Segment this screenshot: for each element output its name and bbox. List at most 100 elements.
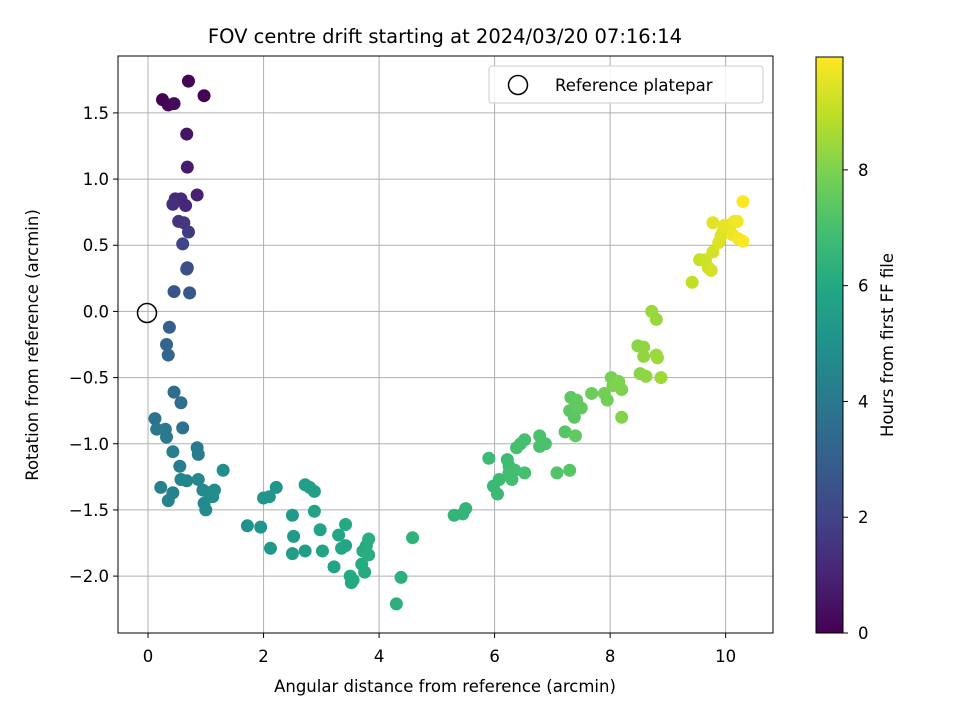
data-point — [262, 490, 276, 504]
colorbar-gradient — [815, 56, 844, 634]
data-point — [615, 382, 629, 396]
data-point — [706, 245, 720, 259]
data-point — [736, 195, 750, 209]
x-axis-label: Angular distance from reference (arcmin) — [274, 677, 616, 696]
data-point — [362, 532, 376, 546]
data-point — [518, 466, 532, 480]
data-point — [574, 401, 588, 415]
data-point — [199, 503, 213, 517]
data-point — [307, 484, 321, 498]
data-point — [492, 472, 506, 486]
data-point — [706, 216, 720, 230]
reference-platepar-marker — [136, 302, 158, 324]
legend: Reference platepar — [488, 65, 764, 104]
colorbar-tick-label: 8 — [858, 161, 869, 180]
data-point — [600, 393, 614, 407]
legend-marker-open-circle — [507, 74, 529, 96]
data-point — [162, 320, 176, 334]
data-point — [538, 437, 552, 451]
data-point — [730, 214, 744, 228]
y-axis-label: Rotation from reference (arcmin) — [23, 209, 42, 481]
data-point — [180, 127, 194, 141]
data-point — [176, 421, 190, 435]
data-point — [269, 480, 283, 494]
data-point — [207, 483, 221, 497]
data-point — [482, 451, 496, 465]
data-point — [191, 447, 205, 461]
y-tick-label: 1.0 — [83, 170, 109, 189]
legend-box — [488, 65, 764, 104]
colorbar: 0 2 4 6 8 Hours from first FF file — [815, 56, 897, 643]
data-point — [167, 97, 181, 111]
data-point — [216, 463, 230, 477]
data-point — [518, 433, 532, 447]
data-point — [167, 385, 181, 399]
data-point — [339, 517, 353, 531]
y-tick-label: 1.5 — [83, 104, 109, 123]
data-point — [285, 547, 299, 561]
data-point — [180, 160, 194, 174]
data-point — [285, 508, 299, 522]
data-point — [263, 541, 277, 555]
y-tick-label: −1.5 — [69, 501, 109, 520]
colorbar-ticks: 0 2 4 6 8 — [843, 161, 869, 643]
data-point — [685, 275, 699, 289]
data-point — [190, 188, 204, 202]
data-point — [585, 386, 599, 400]
data-point — [160, 430, 174, 444]
data-point — [394, 570, 408, 584]
data-points — [148, 74, 750, 611]
data-point — [161, 348, 175, 362]
colorbar-label: Hours from first FF file — [878, 253, 897, 437]
data-point — [490, 487, 504, 501]
data-point — [563, 463, 577, 477]
colorbar-tick-label: 2 — [858, 508, 869, 527]
x-tick-label: 10 — [715, 647, 736, 666]
plot-frame — [117, 55, 774, 634]
data-point — [736, 234, 750, 248]
colorbar-tick-label: 4 — [858, 392, 869, 411]
legend-entry-label: Reference platepar — [555, 76, 713, 95]
data-point — [240, 519, 254, 533]
data-point — [166, 445, 180, 459]
data-point — [339, 539, 353, 553]
y-tick-label: −1.0 — [69, 435, 109, 454]
data-point — [459, 502, 473, 516]
data-point — [315, 544, 329, 558]
data-point — [327, 560, 341, 574]
data-point — [654, 371, 668, 385]
data-point — [197, 89, 211, 103]
data-point — [508, 463, 522, 477]
data-point — [362, 548, 376, 562]
data-point — [649, 312, 663, 326]
data-point — [181, 74, 195, 88]
chart-title: FOV centre drift starting at 2024/03/20 … — [208, 25, 682, 48]
data-point — [148, 412, 162, 426]
data-point — [568, 429, 582, 443]
x-tick-label: 2 — [258, 647, 269, 666]
data-point — [615, 410, 629, 424]
x-axis-ticks: 0 2 4 6 8 10 — [143, 633, 736, 666]
x-tick-label: 8 — [605, 647, 616, 666]
data-point — [167, 285, 181, 299]
data-point — [287, 529, 301, 543]
y-axis-ticks: 1.5 1.0 0.5 0.0 −0.5 −1.0 −1.5 −2.0 — [69, 104, 118, 586]
x-tick-label: 6 — [489, 647, 500, 666]
x-tick-label: 4 — [374, 647, 385, 666]
data-point — [174, 396, 188, 410]
y-tick-label: 0.0 — [83, 302, 109, 321]
data-point — [183, 286, 197, 300]
data-point — [179, 199, 193, 213]
data-point — [180, 262, 194, 276]
data-point — [704, 263, 718, 277]
data-point — [389, 597, 403, 611]
x-tick-label: 0 — [143, 647, 154, 666]
data-point — [650, 351, 664, 365]
y-tick-label: −0.5 — [69, 369, 109, 388]
data-point — [181, 225, 195, 239]
colorbar-tick-label: 0 — [858, 624, 869, 643]
data-point — [307, 504, 321, 518]
data-point — [313, 523, 327, 537]
data-point — [358, 565, 372, 579]
